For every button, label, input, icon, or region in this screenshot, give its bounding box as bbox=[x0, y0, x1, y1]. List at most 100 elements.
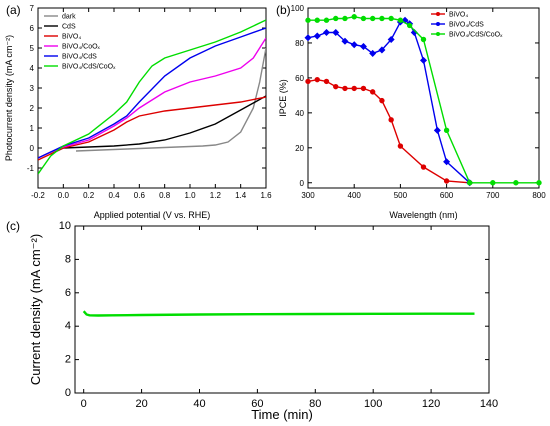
panel-a-y-tick-label: 5 bbox=[30, 44, 35, 53]
panel-b-series-bivo-cds-coo--point bbox=[323, 17, 330, 23]
panel-b-series-bivo-cds-point bbox=[313, 32, 321, 40]
panel-b-legend-label: BiVO₄/CdS bbox=[449, 22, 484, 29]
panel-b-series-bivo-cds-coo--point bbox=[406, 22, 413, 29]
panel-b-y-tick-label: 20 bbox=[295, 144, 304, 153]
panel-b-y-tick-label: 100 bbox=[291, 4, 305, 13]
panel-c-y-tick-label: 4 bbox=[65, 320, 71, 332]
panel-b-series-bivo--point bbox=[369, 89, 376, 95]
panel-a-legend-label: BiVO₄/CdS/CoOₓ bbox=[62, 64, 116, 71]
panel-b-series-bivo-cds-point bbox=[350, 41, 358, 49]
panel-b-legend-label: BiVO₄ bbox=[449, 12, 468, 19]
panel-c-x-tick-label: 140 bbox=[480, 398, 498, 410]
panel-b-series-bivo-cds-coo--point bbox=[490, 180, 496, 186]
panel-b-series-bivo-cds-point bbox=[387, 35, 395, 43]
panel-a-chart: -0.2 0.0 0.2 0.4 0.6 0.8 1.0 1.2 1.4 1.6 -1 0 1 2 3 4 5 6… bbox=[4, 4, 272, 220]
panel-a-series-bivo-coo--line bbox=[38, 37, 266, 159]
panel-a-legend-label: CdS bbox=[62, 24, 76, 31]
panel-label-b: (b) bbox=[276, 3, 291, 17]
panel-b-legend-label: BiVO₄/CdS/CoOₓ bbox=[449, 32, 503, 39]
panel-b-series-bivo-cds-point bbox=[443, 158, 451, 166]
panel-label-a: (a) bbox=[6, 3, 21, 17]
panel-b-series-bivo-cds-coo--point bbox=[305, 17, 311, 23]
panel-b-legend: BiVO₄ BiVO₄/CdS BiVO₄/CdS/CoOₓ bbox=[431, 12, 503, 39]
panel-b-series-bivo-cds-coo--point bbox=[536, 180, 542, 186]
panel-b-series-bivo-cds-point bbox=[304, 34, 312, 42]
panel-c-y-tick-label: 10 bbox=[59, 220, 71, 232]
panel-b-x-tick-label: 500 bbox=[394, 191, 408, 200]
panel-a-legend-label: BiVO₄/CdS bbox=[62, 54, 97, 61]
panel-b-series-bivo-cds-coo--point bbox=[467, 180, 473, 186]
panel-a-legend-label: BiVO₄ bbox=[62, 34, 81, 41]
panel-a-y-tick-label: -1 bbox=[27, 164, 35, 173]
panel-a-x-tick-label: 0.2 bbox=[83, 191, 95, 200]
panel-b-y-axis-title: IPCE (%) bbox=[278, 79, 288, 117]
panel-c-y-tick-label: 8 bbox=[65, 253, 71, 265]
panel-b-series-bivo--point bbox=[397, 143, 404, 149]
panel-b-series-bivo--point bbox=[351, 85, 357, 92]
panel-b-series-bivo-cds-point bbox=[433, 126, 441, 134]
panel-a-legend-label: dark bbox=[62, 14, 76, 21]
panel-c-x-tick-label: 100 bbox=[364, 398, 382, 410]
panel-b-x-tick-label: 700 bbox=[486, 191, 500, 200]
panel-b-y-tick-label: 60 bbox=[295, 74, 304, 83]
panel-c-x-tick-label: 120 bbox=[422, 398, 440, 410]
panel-b-legend-marker bbox=[436, 22, 440, 26]
panel-b-series-bivo-cds-coo--point bbox=[420, 36, 427, 43]
panel-a-series-bivo-cds-coo--line bbox=[38, 19, 266, 175]
panel-b-series-bivo--point bbox=[323, 78, 330, 85]
panel-b-series-bivo-cds-coo--point bbox=[342, 15, 348, 22]
panel-a-y-tick-label: 2 bbox=[30, 104, 35, 113]
panel-b-x-tick-label: 600 bbox=[440, 191, 454, 200]
panel-b-frame bbox=[307, 7, 540, 189]
panel-a-x-tick-label: 1.0 bbox=[184, 191, 196, 200]
panel-b-series-bivo--point bbox=[443, 178, 450, 184]
panel-a-frame bbox=[37, 7, 267, 189]
panel-b-series-bivo-cds-coo--point bbox=[397, 17, 404, 23]
panel-a-x-tick-label: 0.0 bbox=[58, 191, 70, 200]
panel-b-y-tick-label: 40 bbox=[295, 109, 304, 118]
panel-b-series-bivo-cds-point bbox=[419, 56, 428, 64]
panel-a-x-tick-label: 1.4 bbox=[235, 191, 247, 200]
panel-a-y-tick-label: 1 bbox=[30, 124, 35, 133]
panel-b-series-bivo--point bbox=[379, 97, 385, 104]
panel-b-series-bivo--point bbox=[420, 164, 427, 170]
panel-b-series-bivo--point bbox=[342, 85, 348, 92]
panel-b-x-tick-label: 800 bbox=[532, 191, 546, 200]
panel-a-y-tick-label: 3 bbox=[30, 84, 35, 93]
panel-a-x-tick-label: 0.4 bbox=[108, 191, 120, 200]
panel-c-y-tick-label: 6 bbox=[65, 287, 71, 299]
panel-b-series-bivo-cds-coo--point bbox=[314, 17, 320, 23]
panel-a-x-tick-label: 0.8 bbox=[159, 191, 171, 200]
panel-b-series-bivo-cds-point bbox=[359, 42, 367, 50]
panel-label-c: (c) bbox=[6, 219, 20, 233]
panel-b-series-bivo-cds-coo--point bbox=[443, 127, 450, 134]
panel-a-legend-label: BiVO₄/CoOₓ bbox=[62, 44, 101, 51]
panel-b-series-bivo-cds-coo--point bbox=[388, 15, 394, 22]
panel-b-series-bivo-cds-point bbox=[369, 49, 377, 57]
panel-b-series-bivo-cds-coo--point bbox=[379, 15, 385, 22]
panel-b-series-bivo-cds-coo--point bbox=[333, 15, 339, 22]
panel-b-series-bivo--point bbox=[333, 83, 339, 90]
panel-b-legend-marker bbox=[436, 12, 440, 16]
panel-b-series-bivo-cds-coo--point bbox=[351, 14, 357, 20]
panel-c-frame bbox=[74, 225, 490, 394]
panel-a-y-axis-title: Photocurrent density (mA cm⁻²) bbox=[4, 35, 14, 161]
panel-b-x-axis-title: Wavelength (nm) bbox=[389, 210, 457, 220]
panel-a-y-tick-label: 6 bbox=[30, 24, 35, 33]
panel-b-series-bivo-cds-point bbox=[341, 37, 349, 45]
panel-a-y-tick-label: 0 bbox=[30, 144, 35, 153]
panel-c-series-0-line bbox=[82, 310, 475, 317]
panel-b-x-tick-label: 300 bbox=[301, 191, 315, 200]
panel-b-x-tick-label: 400 bbox=[348, 191, 362, 200]
panel-b-series-bivo-cds-point bbox=[322, 28, 330, 36]
panel-a-series-dark-line bbox=[75, 47, 266, 152]
panel-c-x-tick-label: 80 bbox=[309, 398, 321, 410]
panel-b-series-bivo--point bbox=[305, 78, 311, 85]
panel-b-series-bivo-cds-coo--point bbox=[513, 180, 519, 186]
panel-b-y-tick-label: 0 bbox=[300, 179, 305, 188]
panel-b-series-bivo-cds-line bbox=[308, 19, 471, 184]
panel-a-series-bivo--line bbox=[38, 96, 266, 161]
panel-b-series-bivo-cds-point bbox=[332, 28, 340, 36]
